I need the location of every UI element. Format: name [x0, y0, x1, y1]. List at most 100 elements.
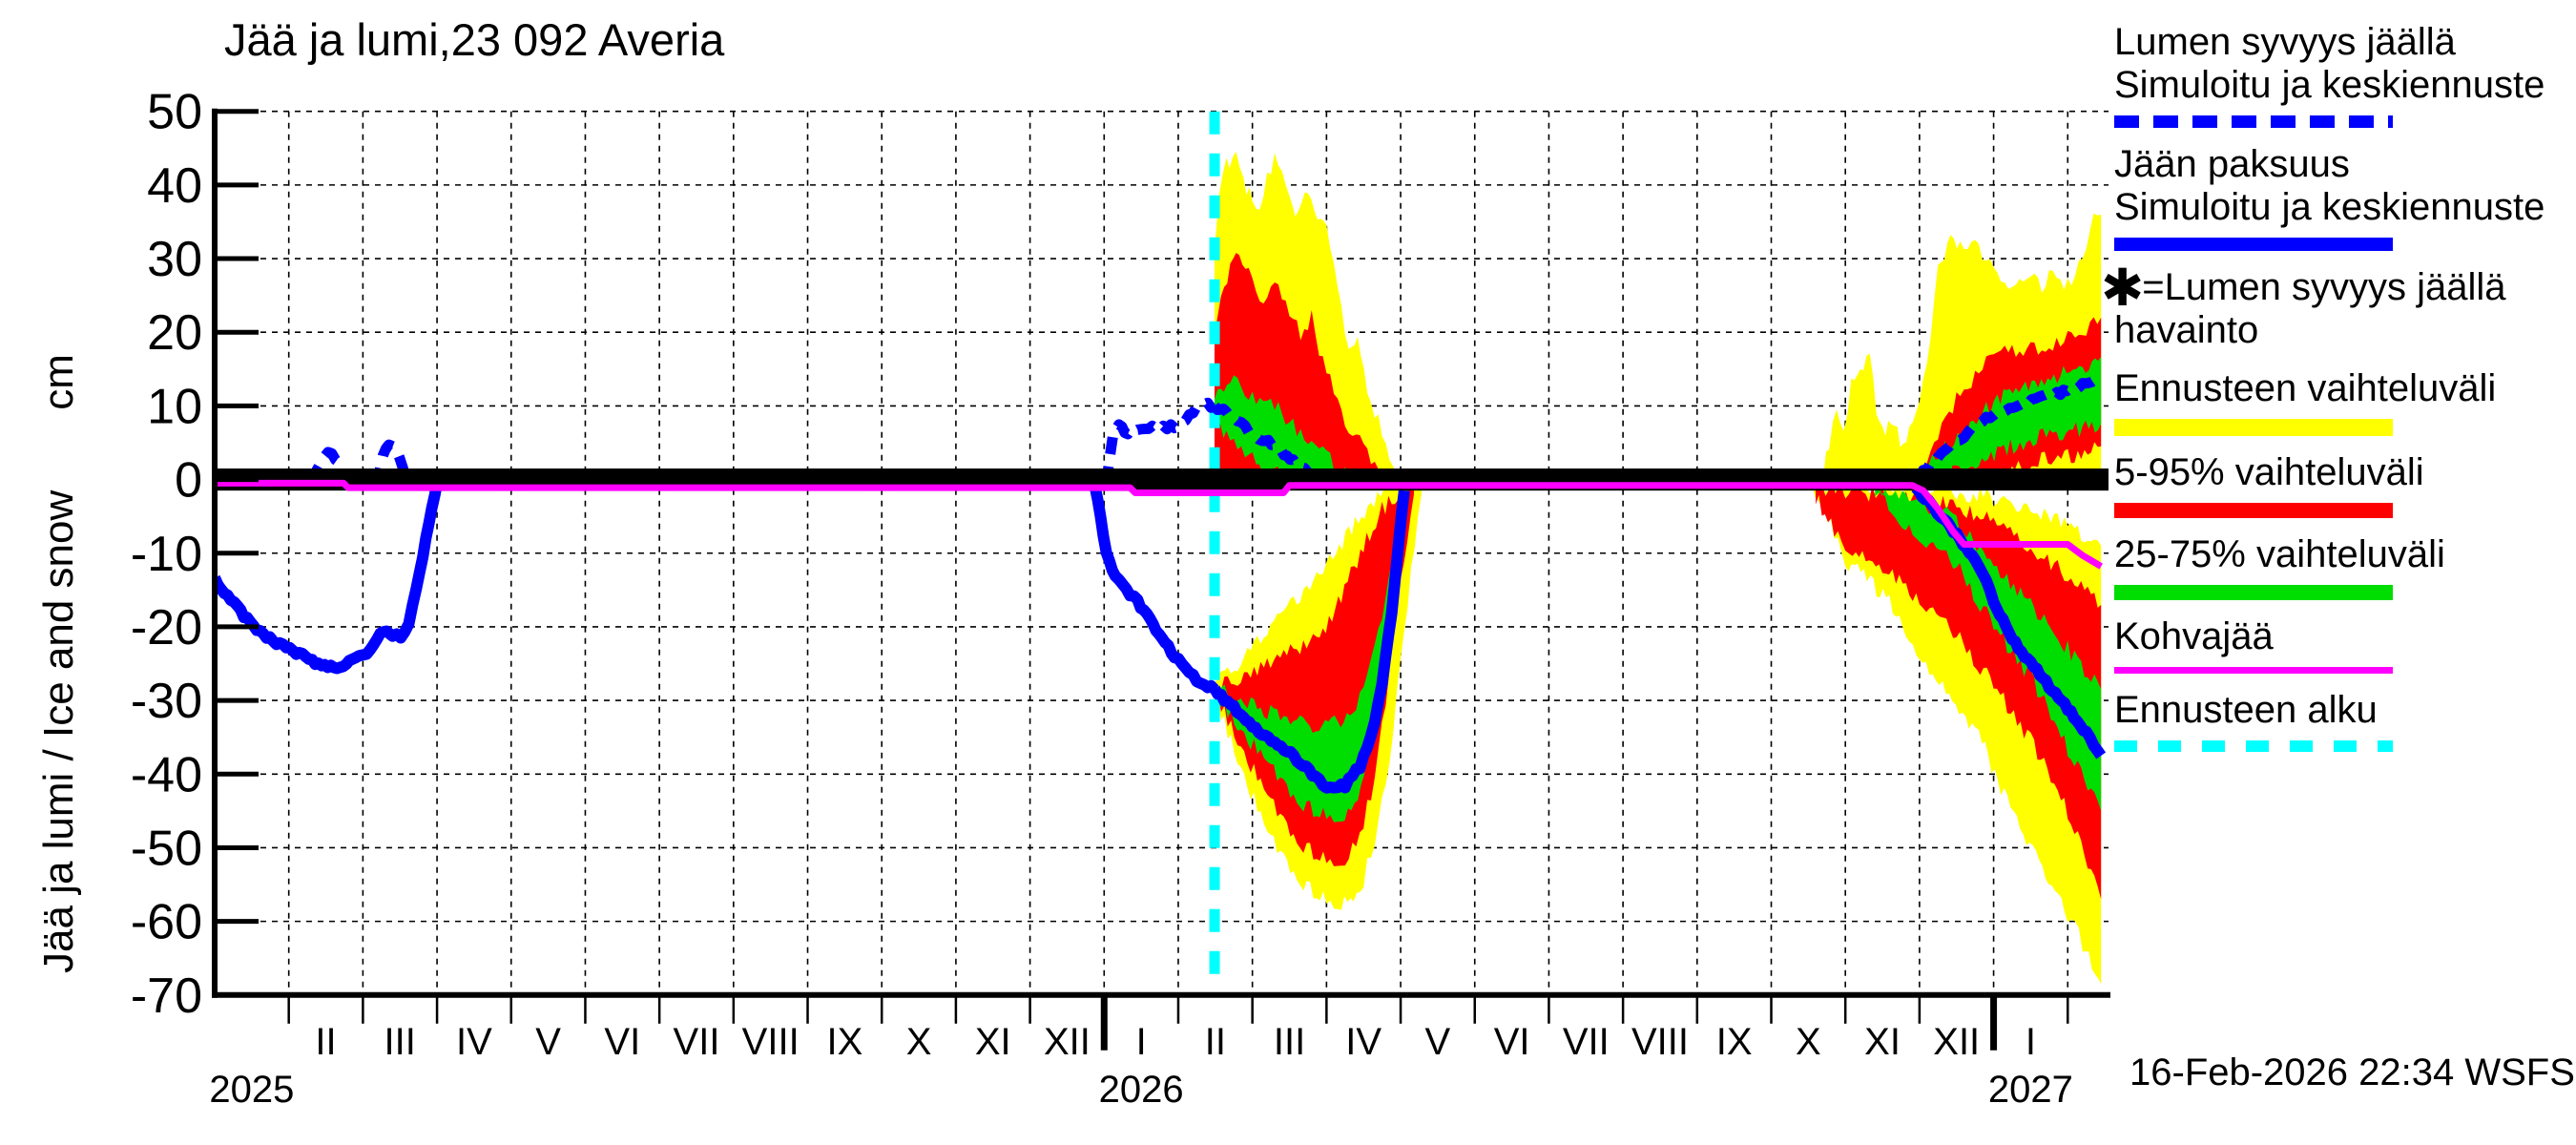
legend-label-text: Jään paksuus — [2114, 143, 2350, 185]
x-tick-label-month: XII — [1044, 1021, 1091, 1063]
x-tick-label-month: V — [1425, 1021, 1451, 1063]
x-tick-label-month: XI — [975, 1021, 1011, 1063]
y-tick-label: -50 — [131, 821, 202, 876]
legend-label: Simuloitu ja keskiennuste — [2114, 64, 2570, 107]
chart-title: Jää ja lumi,23 092 Averia — [224, 14, 725, 65]
y-tick-label: 30 — [147, 232, 202, 287]
x-tick-label-month: VIII — [1631, 1021, 1689, 1063]
legend-label: Simuloitu ja keskiennuste — [2114, 186, 2570, 229]
x-tick-label-month: III — [1274, 1021, 1305, 1063]
y-tick-label: -20 — [131, 600, 202, 656]
line-snow-depth-median-forecast-2027 — [1915, 373, 2104, 480]
x-tick-label-year: 2025 — [209, 1069, 294, 1111]
legend-item-5: 25-75% vaihteluväli — [2114, 533, 2570, 600]
legend-label: Ennusteen alku — [2114, 689, 2570, 732]
legend-label-text: Simuloitu ja keskiennuste — [2114, 64, 2545, 106]
y-tick-label: -70 — [131, 968, 202, 1024]
band-range-25-75-snow-2026 — [1215, 375, 1349, 480]
legend-item-1: Jään paksuus Simuloitu ja keskiennuste — [2114, 143, 2570, 251]
x-tick-label-month: VI — [1494, 1021, 1530, 1063]
legend-label-text: Lumen syvyys jäällä — [2114, 21, 2456, 63]
x-tick-label-month: XII — [1933, 1021, 1980, 1063]
axes — [212, 108, 2110, 998]
grid — [215, 110, 2109, 995]
legend-item-4: 5-95% vaihteluväli — [2114, 451, 2570, 518]
y-tick-label: 40 — [147, 158, 202, 214]
x-tick-label-month: XI — [1864, 1021, 1901, 1063]
y-tick-label: 10 — [147, 379, 202, 434]
x-tick-label-month: IV — [1345, 1021, 1381, 1063]
y-axis-ticks — [215, 109, 259, 925]
legend-label-text: =Lumen syvyys jäällä — [2142, 266, 2506, 308]
legend-label-text: Simuloitu ja keskiennuste — [2114, 186, 2545, 228]
x-tick-label-month: III — [384, 1021, 416, 1063]
legend-label-text: 5-95% vaihteluväli — [2114, 451, 2424, 493]
legend-item-2: ✱=Lumen syvyys jäällä havainto — [2101, 262, 2570, 352]
y-tick-label: -30 — [131, 674, 202, 729]
x-tick-label-month: VI — [604, 1021, 640, 1063]
x-tick-label-month: I — [2025, 1021, 2036, 1063]
legend-label: ✱=Lumen syvyys jäällä — [2101, 262, 2570, 314]
line-ice-thickness-simulated-2026 — [1090, 487, 1219, 694]
legend-label: havainto — [2114, 309, 2570, 352]
legend-item-7: Ennusteen alku — [2114, 689, 2570, 752]
legend: Lumen syvyys jäällä Simuloitu ja keskienn… — [2101, 21, 2570, 767]
x-tick-label-year: 2026 — [1099, 1069, 1184, 1111]
y-tick-labels: 50 40 30 20 10 0 -10 -20 -30 -40 -50 -60 -70 — [131, 85, 202, 1024]
x-tick-label-month: IX — [1716, 1021, 1753, 1063]
x-tick-label-year: 2027 — [1988, 1069, 2073, 1111]
legend-label-text: 25-75% vaihteluväli — [2114, 533, 2445, 575]
y-tick-label: 20 — [147, 305, 202, 361]
line-ice-thickness-simulated-2025 — [215, 482, 443, 675]
legend-item-0: Lumen syvyys jäällä Simuloitu ja keskienn… — [2114, 21, 2570, 128]
legend-swatch-green-solid — [2114, 585, 2393, 600]
data-lines — [215, 373, 2107, 794]
legend-label-text: Kohvajää — [2114, 615, 2274, 657]
x-tick-label-month: X — [906, 1021, 932, 1063]
forecast-bands — [1215, 152, 2102, 985]
x-tick-label-month: X — [1796, 1021, 1821, 1063]
legend-label: 25-75% vaihteluväli — [2114, 533, 2570, 576]
y-tick-label: 0 — [175, 453, 202, 509]
snow-observation-asterisk-icon: ✱ — [2101, 260, 2144, 317]
line-snow-depth-simulated-2026 — [1101, 397, 1217, 485]
x-tick-label-month: IV — [456, 1021, 492, 1063]
line-ice-thickness-median-forecast-2026 — [1209, 489, 1410, 794]
legend-label-text: Ennusteen vaihteluväli — [2114, 367, 2497, 409]
legend-label: Ennusteen vaihteluväli — [2114, 367, 2570, 410]
x-tick-label-month: V — [535, 1021, 561, 1063]
legend-swatch-cyan-dashed — [2114, 740, 2393, 752]
y-tick-label: 50 — [147, 85, 202, 140]
legend-swatch-blue-dashed — [2114, 115, 2393, 128]
line-kohvajaa-line — [215, 479, 2103, 570]
x-tick-label-month: II — [315, 1021, 336, 1063]
x-tick-label-month: VII — [1563, 1021, 1610, 1063]
line-snow-depth-median-forecast-2026 — [1210, 402, 1322, 489]
legend-label-text: Ennusteen alku — [2114, 689, 2378, 731]
y-tick-label: -10 — [131, 527, 202, 582]
legend-label-text: havainto — [2114, 309, 2259, 351]
x-tick-label-month: II — [1205, 1021, 1226, 1063]
legend-label: Jään paksuus — [2114, 143, 2570, 186]
legend-label: Lumen syvyys jäällä — [2114, 21, 2570, 64]
legend-swatch-magenta-solid — [2114, 667, 2393, 674]
y-tick-label: -40 — [131, 747, 202, 802]
x-tick-label-month: VII — [674, 1021, 720, 1063]
timestamp: 16-Feb-2026 22:34 WSFS-P — [2129, 1051, 2576, 1093]
y-tick-label: -60 — [131, 895, 202, 950]
x-axis-ticks — [287, 994, 2069, 1051]
legend-swatch-yellow-solid — [2114, 419, 2393, 436]
x-tick-label-month: IX — [826, 1021, 862, 1063]
legend-label: 5-95% vaihteluväli — [2114, 451, 2570, 494]
band-range-5-95-ice-2027 — [1816, 479, 2102, 900]
x-tick-label-month: I — [1136, 1021, 1147, 1063]
legend-item-3: Ennusteen vaihteluväli — [2114, 367, 2570, 436]
legend-label: Kohvajää — [2114, 615, 2570, 658]
legend-item-6: Kohvajää — [2114, 615, 2570, 674]
x-tick-label-month: VIII — [742, 1021, 800, 1063]
legend-swatch-red-solid — [2114, 503, 2393, 518]
x-tick-labels: II III IV V VI VII VIII IX X XI XII I II III IV V VI VII V… — [209, 1021, 2073, 1111]
band-range-25-75-ice-2027 — [1875, 479, 2102, 811]
